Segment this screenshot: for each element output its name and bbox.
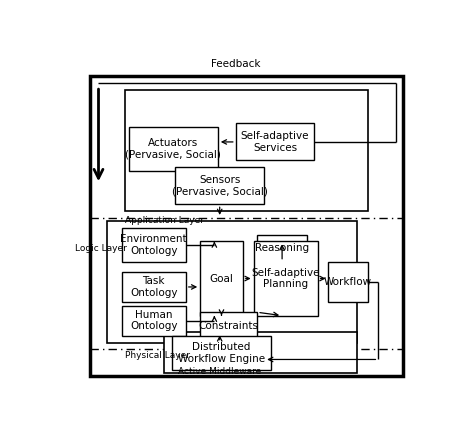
Text: Distributed
Workflow Engine: Distributed Workflow Engine [178, 342, 264, 364]
Text: Self-adaptive
Planning: Self-adaptive Planning [251, 268, 319, 290]
Text: Logic Layer: Logic Layer [75, 244, 127, 253]
Text: Environment
Ontology: Environment Ontology [120, 234, 187, 256]
Text: Task
Ontology: Task Ontology [130, 276, 177, 298]
FancyBboxPatch shape [200, 312, 257, 339]
FancyBboxPatch shape [328, 261, 367, 302]
FancyBboxPatch shape [257, 235, 307, 261]
Text: Workflow: Workflow [323, 277, 371, 287]
FancyBboxPatch shape [129, 127, 218, 171]
FancyBboxPatch shape [164, 332, 356, 373]
Text: Self-adaptive
Services: Self-adaptive Services [240, 131, 308, 153]
FancyBboxPatch shape [200, 241, 242, 316]
Text: Sensors
(Pervasive, Social): Sensors (Pervasive, Social) [171, 175, 267, 197]
FancyBboxPatch shape [107, 221, 356, 343]
FancyBboxPatch shape [121, 272, 185, 302]
FancyBboxPatch shape [90, 76, 403, 376]
Text: Feedback: Feedback [211, 60, 260, 69]
FancyBboxPatch shape [121, 228, 185, 261]
Text: Reasoning: Reasoning [254, 243, 308, 253]
Text: Application Layer: Application Layer [125, 216, 204, 225]
FancyBboxPatch shape [253, 241, 317, 316]
Text: Human
Ontology: Human Ontology [130, 310, 177, 332]
FancyBboxPatch shape [121, 306, 185, 336]
FancyBboxPatch shape [125, 90, 367, 211]
Text: Active Middleware: Active Middleware [178, 367, 261, 376]
Text: Goal: Goal [209, 273, 233, 283]
FancyBboxPatch shape [235, 124, 313, 160]
Text: Physical Layer: Physical Layer [125, 351, 190, 360]
FancyBboxPatch shape [171, 336, 271, 370]
Text: Constraints: Constraints [198, 321, 258, 331]
Text: Actuators
(Pervasive, Social): Actuators (Pervasive, Social) [125, 138, 221, 159]
FancyBboxPatch shape [175, 167, 264, 204]
